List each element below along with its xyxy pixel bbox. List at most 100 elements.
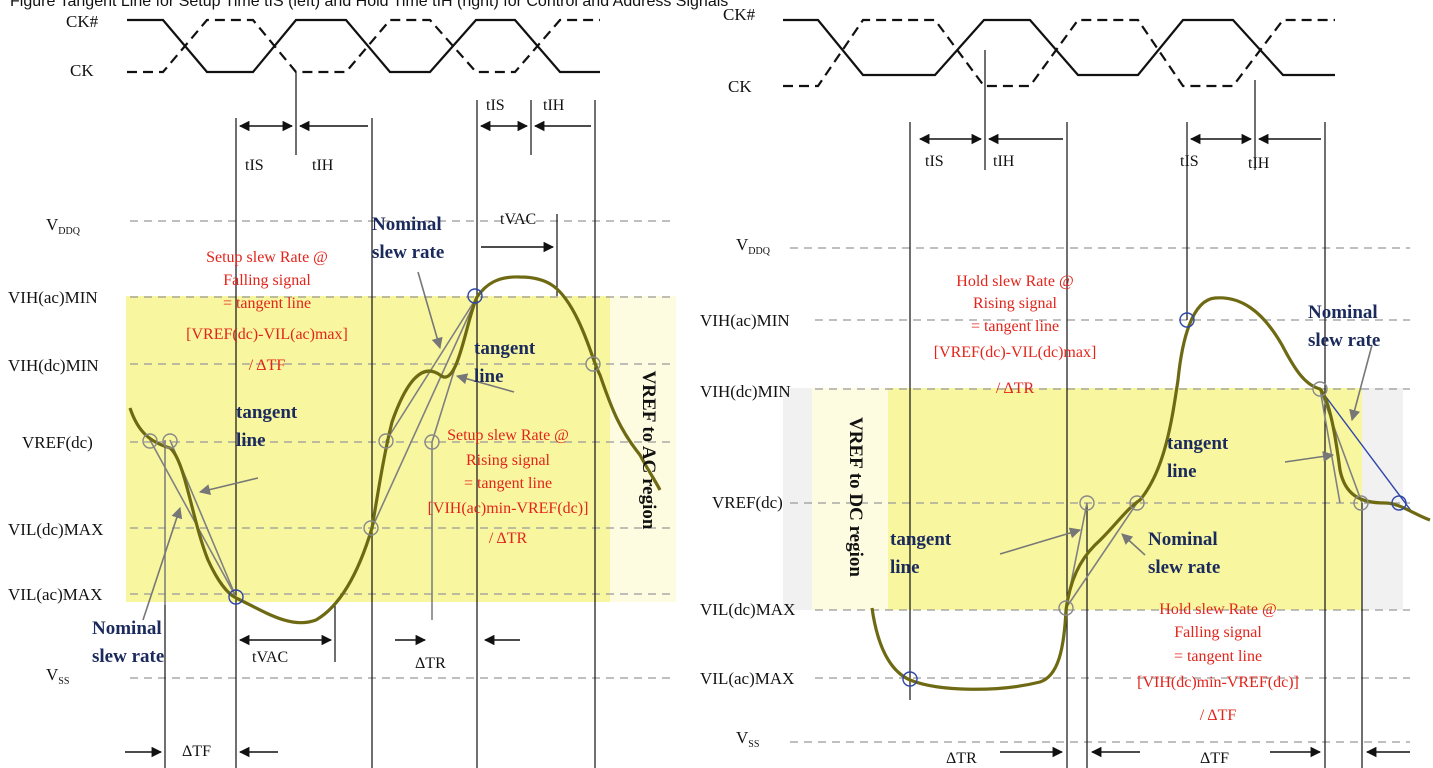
right-region-band [812,388,888,610]
right-level-lines [790,247,1410,743]
left-dtf-label: ΔTF [182,743,211,760]
figure-caption: Figure Tangent Line for Setup Time tIS (… [10,0,728,10]
right-hold-fall-annotation: Hold slew Rate @ Falling signal = tangen… [1137,601,1299,724]
right-marker-vil-ac [902,671,918,687]
svg-text:Setup slew Rate @: Setup slew Rate @ [206,249,328,266]
right-nominal-top-label-2: slew rate [1308,330,1380,351]
left-nominal-top-label-2: slew rate [372,242,444,263]
svg-text:[VREF(dc)-VIL(ac)max]: [VREF(dc)-VIL(ac)max] [186,326,348,343]
right-tangent-right-label-2: line [1167,461,1197,482]
right-marker-vref-c [1353,495,1369,511]
right-region-label: VREF to DC region [845,417,866,577]
left-vertical-lines [164,72,596,768]
right-ck-bar-label: CK# [723,5,756,24]
left-dtr-label: ΔTR [415,655,446,672]
left-vil-dc-label: VIL(dc)MAX [8,520,103,539]
right-vil-ac-label: VIL(ac)MAX [700,669,794,688]
right-dtf-label: ΔTF [1200,750,1229,767]
right-marker-vil-dc [1058,600,1074,616]
left-marker-vil-dc [363,520,379,536]
left-nominal-bottom-label: Nominal [92,618,162,639]
right-tangent-right-label: tangent [1167,433,1229,454]
right-vil-dc-label: VIL(dc)MAX [700,600,795,619]
right-tih-label: tIH [993,153,1015,170]
right-panel: CK# CK VDDQ VIH(ac)MIN VIH(dc)MIN VREF(d… [700,5,1431,768]
left-vil-ac-label: VIL(ac)MAX [8,585,102,604]
left-region-band [610,296,676,602]
left-setup-rise-annotation: Setup slew Rate @ Rising signal = tangen… [428,427,589,547]
svg-text:/ ΔTF: / ΔTF [249,357,286,374]
svg-text:Falling signal: Falling signal [1174,624,1262,641]
left-nominal-bottom-label-2: slew rate [92,646,164,667]
right-tis-label: tIS [925,153,944,170]
left-region-label: VREF to AC region [638,371,659,530]
right-pointer-nominal-top [1349,344,1373,422]
left-tih-label: tIH [312,157,334,174]
left-panel: CK# CK VDDQ VIH(ac)MIN VIH(dc)MIN VREF(d… [8,12,676,768]
svg-text:[VIH(dc)min-VREF(dc)]: [VIH(dc)min-VREF(dc)] [1137,674,1299,691]
left-vref-label: VREF(dc) [22,433,93,452]
svg-text:Hold slew Rate @: Hold slew Rate @ [1159,601,1276,618]
svg-text:/ ΔTF: / ΔTF [1200,707,1237,724]
left-signal-waveform [128,275,662,625]
left-marker-vref-d [424,434,440,450]
left-marker-vih-ac [467,288,483,304]
right-vddq-label: VDDQ [736,235,771,257]
left-marker-vil-ac [228,589,244,605]
left-tis-label: tIS [245,157,264,174]
right-ck-waveform [783,18,1335,88]
left-marker-vih-dc [585,356,601,372]
left-highlight-region [126,296,676,602]
left-ck-label: CK [70,61,94,80]
right-marker-vref-b [1129,495,1145,511]
right-tangent-left-label: tangent [890,529,952,550]
svg-text:= tangent line: = tangent line [1174,648,1262,665]
right-nominal-label-2: slew rate [1148,557,1220,578]
right-tih2-label: tIH [1248,155,1270,172]
left-pointer-nominal-top [417,271,443,350]
svg-text:[VREF(dc)-VIL(dc)max]: [VREF(dc)-VIL(dc)max] [934,344,1097,361]
left-marker-vref-a [142,433,158,449]
svg-text:Rising signal: Rising signal [466,452,551,469]
right-nominal-line [1319,388,1413,513]
left-ck-bar-label: CK# [66,12,99,31]
right-pointer-tangent-left [999,527,1082,555]
left-ck-waveform [127,18,600,74]
left-tih2-label: tIH [543,97,565,114]
right-vertical-lines [909,50,1363,768]
svg-text:= tangent line: = tangent line [464,475,552,492]
right-vss-label: VSS [736,728,759,750]
left-pointer-nominal-bottom [142,506,183,621]
svg-text:Hold slew Rate @: Hold slew Rate @ [956,273,1073,290]
left-tvac-top-label: tVAC [500,211,536,228]
left-nominal-top-label: Nominal [372,214,442,235]
left-vih-ac-label: VIH(ac)MIN [8,288,98,307]
left-setup-fall-annotation: Setup slew Rate @ Falling signal = tange… [186,249,348,374]
svg-text:Rising signal: Rising signal [973,295,1058,312]
left-tangent-right-label-2: line [474,366,504,387]
left-tangent-label: tangent [236,402,298,423]
svg-text:= tangent line: = tangent line [971,318,1059,335]
right-nominal-top-label: Nominal [1308,302,1378,323]
right-ck-bar-waveform [783,18,1335,77]
right-nominal-label: Nominal [1148,529,1218,550]
right-marker-vref-a [1079,495,1095,511]
right-pointer-tangent-right [1284,450,1335,463]
right-hold-rise-annotation: Hold slew Rate @ Rising signal = tangent… [934,273,1097,397]
svg-text:/ ΔTR: / ΔTR [489,530,528,547]
left-tangent-label-2: line [236,430,266,451]
right-vref-label: VREF(dc) [712,493,783,512]
svg-text:/ ΔTR: / ΔTR [996,380,1035,397]
left-level-lines [130,220,670,679]
right-vih-dc-label: VIH(dc)MIN [700,382,791,401]
svg-text:Setup slew Rate @: Setup slew Rate @ [447,427,569,444]
left-marker-vref-c [378,433,394,449]
left-tis2-label: tIS [486,97,505,114]
left-vih-dc-label: VIH(dc)MIN [8,356,99,375]
right-marker-vref-d [1391,495,1407,511]
right-vih-ac-label: VIH(ac)MIN [700,311,790,330]
right-tis2-label: tIS [1180,153,1199,170]
left-tvac-bottom-label: tVAC [252,649,288,666]
left-pointer-tangent [198,477,259,496]
